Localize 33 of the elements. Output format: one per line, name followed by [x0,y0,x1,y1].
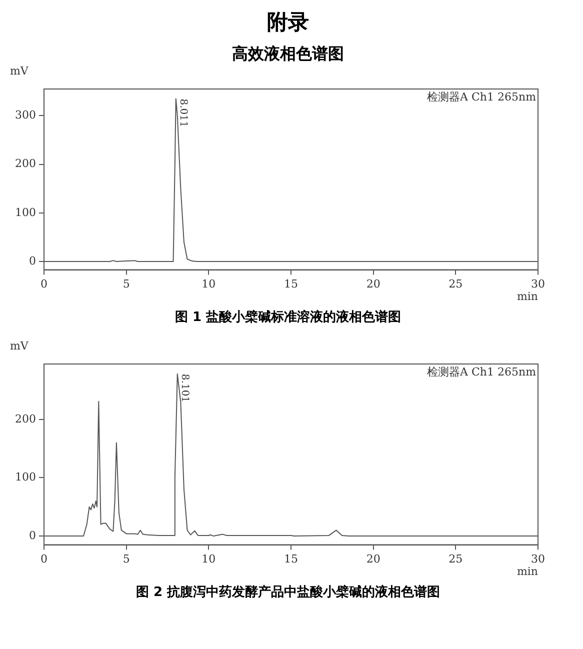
y-tick-label: 100 [14,206,36,219]
x-tick-label: 5 [122,552,130,566]
annotation: 检测器A Ch1 265nm [427,365,537,378]
y-axis-title: mV [10,64,30,78]
chart-subtitle: 高效液相色谱图 [231,44,345,65]
x-tick-label: 25 [448,552,463,566]
chart-title: 附录 [266,9,310,36]
x-tick-label: 30 [531,277,545,290]
annotation: 8.101 [178,374,190,403]
x-axis-title: min [516,290,538,304]
y-tick-label: 200 [14,412,36,426]
y-tick-label: 0 [28,254,36,268]
x-tick-label: 15 [284,552,298,566]
y-tick-label: 100 [14,470,36,484]
x-tick-label: 20 [366,277,380,290]
y-axis-title: mV [10,339,30,352]
annotation: 检测器A Ch1 265nm [427,90,537,104]
x-tick-label: 5 [122,277,130,290]
x-tick-label: 15 [284,277,298,290]
caption: 图 1 盐酸小檗碱标准溶液的液相色谱图 [174,308,402,326]
annotation: 8.011 [177,98,188,128]
y-tick-label: 300 [14,108,36,122]
caption: 图 2 抗腹泻中药发酵产品中盐酸小檗碱的液相色谱图 [134,584,442,601]
x-tick-label: 25 [448,277,463,290]
y-tick-label: 200 [14,157,36,170]
x-tick-label: 10 [202,277,216,290]
x-axis-title: min [516,565,538,578]
x-tick-label: 20 [366,552,380,566]
y-tick-label: 0 [28,528,36,542]
x-tick-label: 10 [202,552,216,566]
x-tick-label: 0 [40,277,48,290]
x-tick-label: 30 [531,552,545,566]
x-tick-label: 0 [40,552,48,566]
